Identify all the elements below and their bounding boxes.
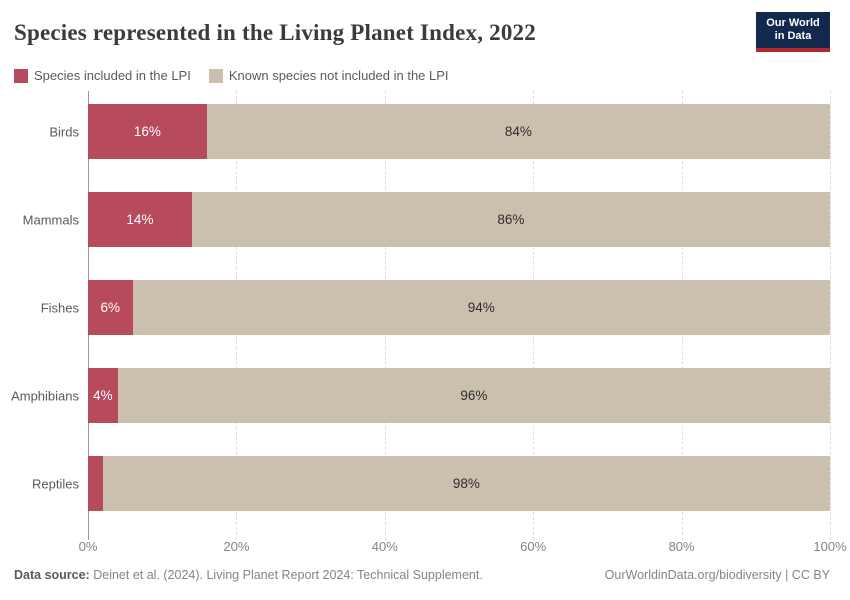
bar-row-fishes: Fishes 6% 94% [41, 280, 830, 335]
bar-row-birds: Birds 16% 84% [49, 104, 830, 159]
bar-value-label: 96% [460, 388, 488, 403]
x-axis: 0% 20% 40% 60% 80% 100% [79, 532, 847, 556]
chart-header: Species represented in the Living Planet… [14, 12, 830, 52]
stacked-bar-chart: Birds 16% 84% Mammals 14% 86% Fishes 6% 94% Amphi… [11, 91, 847, 556]
bar-track: 14% 86% [88, 192, 830, 247]
bar-segment-included[interactable]: 4% [88, 368, 118, 423]
bar-segment-notincluded[interactable]: 96% [117, 368, 830, 423]
bar-segment-included[interactable] [88, 456, 103, 511]
bar-segment-notincluded[interactable]: 84% [206, 104, 830, 159]
bar-segment-notincluded[interactable]: 98% [102, 456, 830, 511]
bar-row-reptiles: Reptiles 98% [32, 456, 830, 511]
bar-track: 98% [88, 456, 830, 511]
bar-value-label: 16% [133, 124, 161, 139]
category-label: Fishes [40, 300, 79, 315]
data-source: Data source: Deinet et al. (2024). Livin… [14, 568, 483, 582]
bar-value-label: 14% [126, 212, 154, 227]
x-tick-label: 60% [520, 539, 547, 554]
bar-track: 4% 96% [88, 368, 830, 423]
bar-track: 16% 84% [88, 104, 830, 159]
bar-row-amphibians: Amphibians 4% 96% [11, 368, 830, 423]
data-source-label: Data source: [14, 568, 90, 582]
gridline-100 [830, 91, 831, 540]
category-label: Amphibians [11, 388, 79, 403]
data-source-text: Deinet et al. (2024). Living Planet Repo… [93, 568, 483, 582]
legend-item-not-included[interactable]: Known species not included in the LPI [208, 68, 449, 83]
owid-logo-line2: in Data [774, 30, 812, 42]
bar-track: 6% 94% [88, 280, 830, 335]
category-label: Mammals [22, 212, 79, 227]
bar-value-label: 6% [100, 300, 121, 315]
plot-area: Birds 16% 84% Mammals 14% 86% Fishes 6% 94% Amphi… [11, 91, 831, 540]
chart-title: Species represented in the Living Planet… [14, 20, 536, 45]
bar-value-label: 86% [497, 212, 525, 227]
chart-footer: Data source: Deinet et al. (2024). Livin… [14, 556, 830, 590]
bar-row-mammals: Mammals 14% 86% [23, 192, 830, 247]
legend-item-included[interactable]: Species included in the LPI [14, 68, 191, 83]
bar-segment-included[interactable]: 14% [88, 192, 192, 247]
x-tick-label: 20% [223, 539, 250, 554]
legend-swatch [208, 68, 223, 83]
legend: Species included in the LPI Known species… [14, 68, 830, 83]
attribution-link[interactable]: OurWorldinData.org/biodiversity | CC BY [604, 568, 830, 582]
category-label: Reptiles [32, 476, 79, 491]
bar-value-label: 4% [93, 388, 113, 403]
x-tick-label: 40% [371, 539, 398, 554]
legend-label: Known species not included in the LPI [228, 68, 449, 83]
x-tick-label: 100% [813, 539, 847, 554]
bar-value-label: 94% [467, 300, 495, 315]
bar-value-label: 98% [452, 476, 480, 491]
x-tick-label: 0% [78, 539, 98, 554]
bar-segment-included[interactable]: 16% [88, 104, 207, 159]
legend-swatch [14, 68, 28, 83]
bar-rows: Birds 16% 84% Mammals 14% 86% Fishes 6% 94% Amphi… [11, 91, 830, 524]
owid-logo-line1: Our World [766, 17, 820, 29]
bar-segment-included[interactable]: 6% [88, 280, 133, 335]
x-tick-label: 80% [668, 539, 695, 554]
bar-segment-notincluded[interactable]: 86% [191, 192, 830, 247]
bar-segment-notincluded[interactable]: 94% [132, 280, 830, 335]
legend-label: Species included in the LPI [34, 68, 191, 83]
bar-value-label: 84% [504, 124, 532, 139]
category-label: Birds [49, 124, 79, 139]
owid-logo[interactable]: Our World in Data [756, 12, 830, 52]
